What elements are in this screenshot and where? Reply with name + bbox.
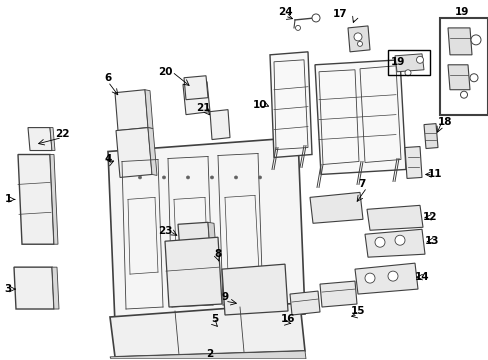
Polygon shape (183, 76, 207, 100)
Polygon shape (447, 28, 471, 55)
Text: 11: 11 (427, 170, 441, 179)
Polygon shape (50, 127, 55, 150)
Circle shape (186, 176, 189, 179)
Text: 2: 2 (206, 349, 213, 359)
Polygon shape (14, 267, 54, 309)
Polygon shape (314, 60, 405, 175)
Polygon shape (309, 192, 362, 223)
Text: 4: 4 (104, 154, 111, 165)
Text: 22: 22 (55, 129, 69, 139)
Polygon shape (115, 90, 148, 131)
Circle shape (364, 273, 374, 283)
Polygon shape (183, 82, 209, 114)
Polygon shape (145, 90, 153, 129)
Circle shape (234, 176, 237, 179)
Circle shape (162, 176, 165, 179)
Text: 6: 6 (104, 73, 111, 83)
Text: 21: 21 (195, 103, 210, 113)
Text: 20: 20 (158, 67, 172, 77)
Polygon shape (207, 222, 216, 250)
Polygon shape (116, 127, 152, 177)
Polygon shape (178, 222, 209, 251)
Text: 24: 24 (277, 7, 292, 17)
Text: 16: 16 (280, 314, 295, 324)
Circle shape (416, 56, 423, 63)
Circle shape (460, 91, 467, 98)
Text: 14: 14 (414, 272, 428, 282)
Circle shape (210, 176, 213, 179)
Polygon shape (222, 264, 287, 315)
Polygon shape (366, 205, 422, 230)
Circle shape (295, 26, 300, 30)
Text: 12: 12 (422, 212, 436, 222)
Circle shape (138, 176, 141, 179)
Polygon shape (404, 147, 421, 179)
Text: 13: 13 (424, 236, 438, 246)
Text: 19: 19 (390, 57, 405, 67)
Polygon shape (148, 127, 157, 175)
Polygon shape (394, 54, 423, 72)
Polygon shape (209, 110, 229, 140)
Text: 17: 17 (332, 9, 346, 19)
Circle shape (258, 176, 261, 179)
Polygon shape (347, 26, 369, 52)
Polygon shape (110, 351, 305, 359)
Polygon shape (269, 52, 311, 157)
Text: 23: 23 (158, 226, 172, 236)
Text: 9: 9 (221, 292, 228, 302)
Text: 8: 8 (214, 249, 221, 259)
Text: 5: 5 (211, 314, 218, 324)
Polygon shape (364, 229, 424, 257)
Circle shape (394, 235, 404, 245)
Circle shape (404, 70, 410, 76)
Polygon shape (110, 303, 305, 357)
Polygon shape (423, 123, 437, 149)
Circle shape (374, 237, 384, 247)
Text: 7: 7 (358, 179, 365, 189)
Circle shape (470, 35, 480, 45)
Polygon shape (319, 281, 356, 307)
Text: 19: 19 (454, 7, 468, 17)
Polygon shape (354, 263, 417, 294)
Circle shape (357, 41, 362, 46)
Polygon shape (28, 127, 52, 150)
Text: 1: 1 (4, 194, 12, 204)
Polygon shape (50, 154, 58, 244)
Circle shape (387, 271, 397, 281)
Circle shape (353, 33, 361, 41)
Text: 10: 10 (252, 100, 267, 110)
Polygon shape (289, 291, 319, 315)
Polygon shape (164, 237, 222, 307)
Polygon shape (439, 18, 487, 114)
Polygon shape (447, 65, 469, 90)
Polygon shape (108, 138, 305, 324)
Circle shape (311, 14, 319, 22)
Polygon shape (52, 267, 59, 309)
Text: 15: 15 (350, 306, 365, 316)
Circle shape (469, 74, 477, 82)
Polygon shape (18, 154, 54, 244)
Text: 3: 3 (4, 284, 12, 294)
Text: 18: 18 (437, 117, 451, 127)
